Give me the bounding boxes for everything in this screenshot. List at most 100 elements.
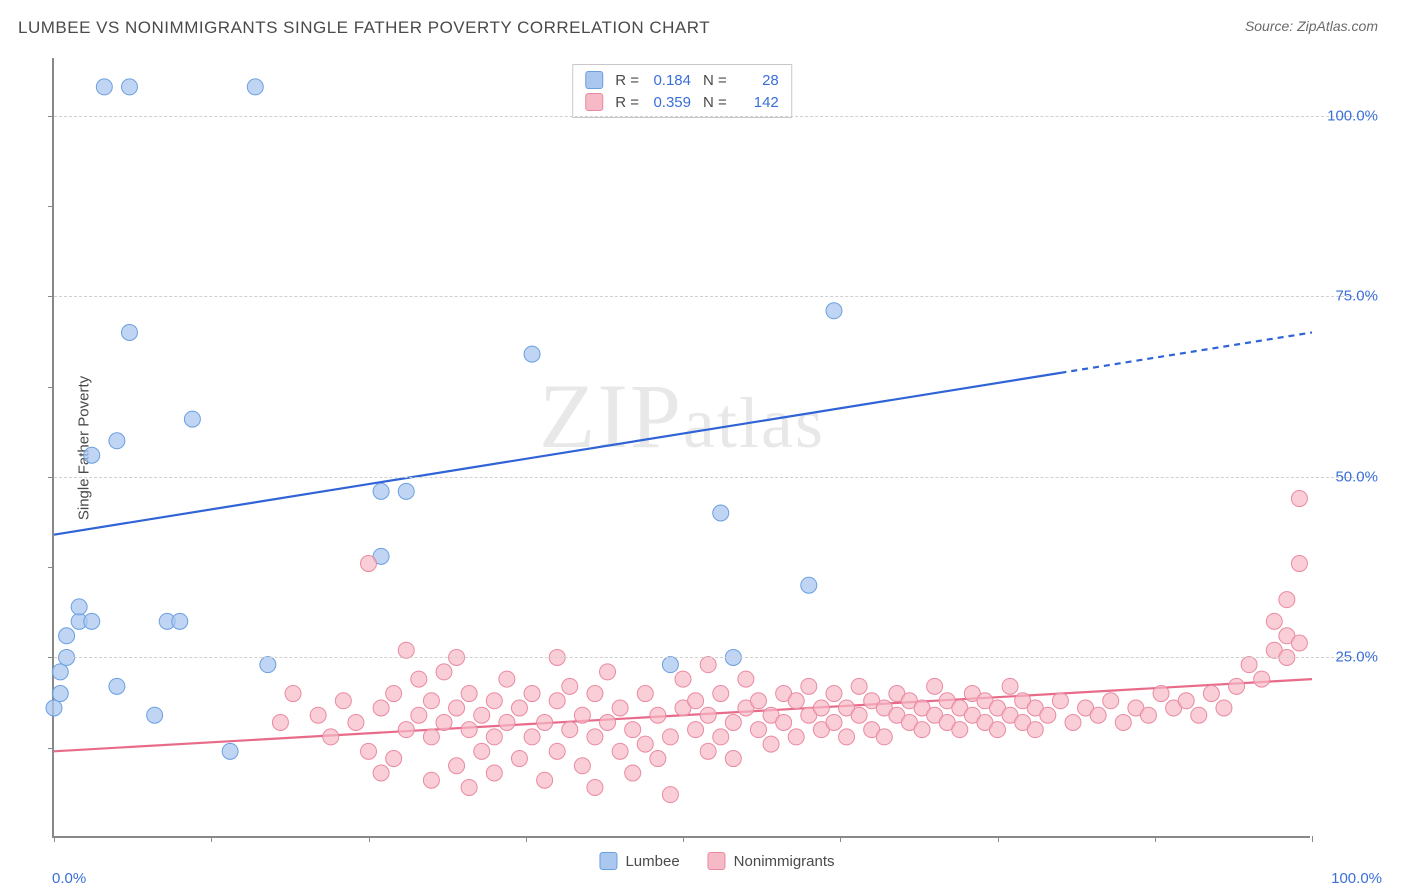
nonimmigrants-point: [361, 743, 377, 759]
nonimmigrants-point: [562, 722, 578, 738]
nonimmigrants-point: [1103, 693, 1119, 709]
x-tick-mark: [1312, 836, 1313, 842]
lumbee-point: [801, 577, 817, 593]
lumbee-point: [247, 79, 263, 95]
correlation-legend-row: R = 0.359 N = 142: [585, 91, 779, 113]
nonimmigrants-point: [1279, 592, 1295, 608]
nonimmigrants-point: [1191, 707, 1207, 723]
x-tick-mark: [840, 836, 841, 842]
nonimmigrants-point: [335, 693, 351, 709]
nonimmigrants-point: [1229, 678, 1245, 694]
y-tick-label: 25.0%: [1318, 649, 1378, 666]
nonimmigrants-point: [411, 671, 427, 687]
nonimmigrants-point: [1216, 700, 1232, 716]
nonimmigrants-point: [1153, 686, 1169, 702]
lumbee-point: [52, 686, 68, 702]
nonimmigrants-point: [1027, 722, 1043, 738]
lumbee-point: [184, 411, 200, 427]
lumbee-point: [222, 743, 238, 759]
nonimmigrants-point: [851, 707, 867, 723]
nonimmigrants-point: [725, 714, 741, 730]
plot-region: ZIPatlas R = 0.184 N = 28 R = 0.359 N = …: [52, 58, 1310, 838]
nonimmigrants-point: [625, 722, 641, 738]
x-tick-mark: [211, 836, 212, 842]
legend-label: Nonimmigrants: [734, 853, 835, 870]
nonimmigrants-point: [637, 736, 653, 752]
chart-area: Single Father Poverty ZIPatlas R = 0.184…: [52, 58, 1382, 838]
nonimmigrants-point: [990, 722, 1006, 738]
nonimmigrants-point: [549, 743, 565, 759]
lumbee-point: [59, 628, 75, 644]
lumbee-point: [71, 599, 87, 615]
lumbee-point: [398, 483, 414, 499]
nonimmigrants-point: [914, 722, 930, 738]
r-label: R =: [615, 72, 639, 89]
nonimmigrants-point: [486, 693, 502, 709]
nonimmigrants-point: [486, 765, 502, 781]
nonimmigrants-point: [1178, 693, 1194, 709]
n-label: N =: [703, 94, 727, 111]
nonimmigrants-point: [1291, 635, 1307, 651]
nonimmigrants-point: [750, 722, 766, 738]
nonimmigrants-point: [411, 707, 427, 723]
nonimmigrants-point: [738, 671, 754, 687]
y-tick-mark: [48, 748, 54, 749]
nonimmigrants-point: [826, 686, 842, 702]
nonimmigrants-point: [801, 678, 817, 694]
nonimmigrants-point: [323, 729, 339, 745]
nonimmigrants-point: [1052, 693, 1068, 709]
nonimmigrants-point: [876, 729, 892, 745]
nonimmigrants-point: [1291, 491, 1307, 507]
lumbee-point: [373, 483, 389, 499]
nonimmigrants-point: [700, 743, 716, 759]
nonimmigrants-point: [436, 714, 452, 730]
nonimmigrants-point: [650, 707, 666, 723]
y-tick-mark: [48, 477, 54, 478]
nonimmigrants-point: [423, 729, 439, 745]
lumbee-point: [147, 707, 163, 723]
nonimmigrants-point: [587, 729, 603, 745]
lumbee-point: [121, 79, 137, 95]
lumbee-n-value: 28: [735, 72, 779, 89]
nonimmigrants-point: [348, 714, 364, 730]
y-tick-mark: [48, 657, 54, 658]
nonimmigrants-point: [637, 686, 653, 702]
nonimmigrants-point: [474, 743, 490, 759]
lumbee-point: [109, 678, 125, 694]
y-tick-label: 100.0%: [1318, 107, 1378, 124]
nonimmigrants-point: [1040, 707, 1056, 723]
nonimmigrants-point: [788, 729, 804, 745]
nonimmigrants-point: [662, 787, 678, 803]
nonimmigrants-point: [361, 556, 377, 572]
lumbee-point: [524, 346, 540, 362]
lumbee-r-value: 0.184: [647, 72, 691, 89]
nonimmigrants-point: [461, 722, 477, 738]
nonimmigrants-point: [1115, 714, 1131, 730]
nonimmigrants-point: [600, 714, 616, 730]
source-prefix: Source:: [1245, 18, 1297, 34]
nonimmigrants-point: [549, 693, 565, 709]
nonimmigrants-point: [461, 779, 477, 795]
x-tick-mark: [1155, 836, 1156, 842]
nonimmigrants-point: [1254, 671, 1270, 687]
nonimmigrants-point: [927, 678, 943, 694]
x-tick-mark: [369, 836, 370, 842]
lumbee-point: [826, 303, 842, 319]
scatter-points-layer: [54, 58, 1312, 838]
y-tick-mark: [48, 116, 54, 117]
nonimmigrants-point: [474, 707, 490, 723]
nonimmigrants-point: [423, 772, 439, 788]
nonimmigrants-point: [750, 693, 766, 709]
nonimmigrants-point: [612, 700, 628, 716]
nonimmigrants-n-value: 142: [735, 94, 779, 111]
nonimmigrants-point: [524, 729, 540, 745]
y-tick-mark: [48, 567, 54, 568]
nonimmigrants-point: [725, 751, 741, 767]
x-tick-mark: [683, 836, 684, 842]
x-axis-max-label: 100.0%: [1331, 870, 1382, 887]
lumbee-point: [109, 433, 125, 449]
nonimmigrants-point: [813, 700, 829, 716]
lumbee-point: [84, 447, 100, 463]
nonimmigrants-point: [574, 707, 590, 723]
y-tick-mark: [48, 387, 54, 388]
